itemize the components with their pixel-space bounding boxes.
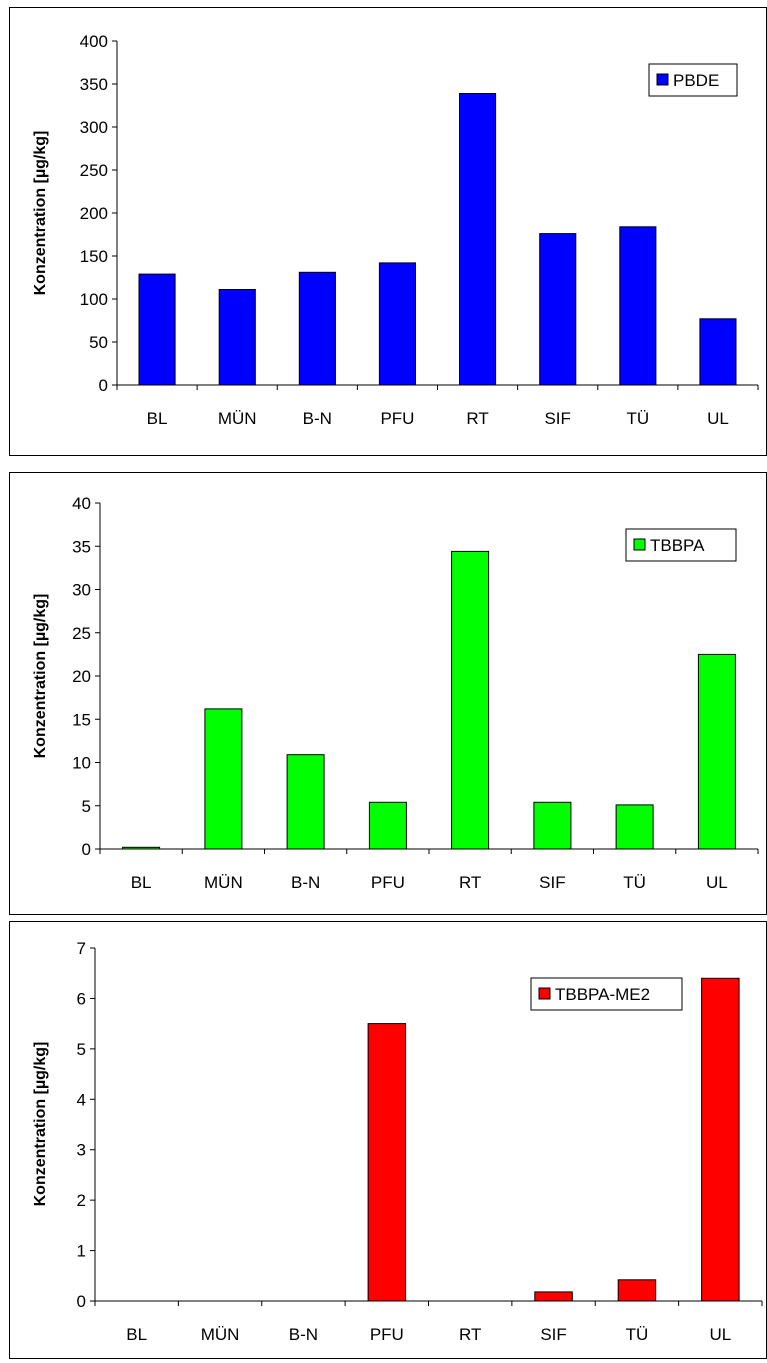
bar-PFU (368, 801, 407, 850)
y-tick-label: 0 (82, 840, 91, 859)
x-tick-label: TÜ (626, 1325, 649, 1344)
legend: TBBPA (625, 528, 737, 562)
x-tick-label: BL (131, 873, 152, 892)
x-tick-label: MÜN (218, 409, 257, 428)
x-tick-label: MÜN (201, 1325, 240, 1344)
y-tick-label: 0 (77, 1292, 86, 1311)
x-tick-label: SIF (539, 873, 565, 892)
bar-UL (697, 653, 736, 850)
bar-MÜN (218, 289, 256, 386)
x-tick-label: PFU (370, 1325, 404, 1344)
x-tick-label: B-N (289, 1325, 318, 1344)
bar-TÜ (615, 804, 654, 850)
bar-TÜ (619, 226, 657, 386)
y-tick-label: 350 (80, 75, 108, 94)
y-tick-label: 4 (77, 1090, 86, 1109)
x-tick-label: B-N (303, 409, 332, 428)
y-tick-label: 6 (77, 989, 86, 1008)
y-tick-label: 200 (80, 204, 108, 223)
x-tick-label: PFU (380, 409, 414, 428)
bar-B-N (286, 754, 325, 850)
chart-panel-tbbpa-me2: 0 1 2 3 4 5 6 7 BL MÜN B-N PFU RT SIF TÜ UL Konzentratio… (9, 921, 767, 1359)
x-tick-label: B-N (291, 873, 320, 892)
y-tick-label: 400 (80, 32, 108, 51)
y-tick-label: 5 (82, 797, 91, 816)
x-tick-label: RT (459, 1325, 481, 1344)
x-tick-label: PFU (371, 873, 405, 892)
bar-UL (701, 977, 740, 1302)
bar-PFU (367, 1023, 407, 1302)
y-tick-label: 1 (77, 1242, 86, 1261)
x-tick-label: UL (709, 1325, 731, 1344)
y-tick-label: 100 (80, 290, 108, 309)
y-axis-label: Konzentration [µg/kg] (32, 131, 49, 296)
x-tick-label: TÜ (626, 409, 649, 428)
x-tick-label: SIF (544, 409, 570, 428)
legend-label: TBBPA (650, 536, 705, 555)
legend-box (530, 977, 683, 1011)
bar-MÜN (204, 708, 243, 850)
y-tick-label: 7 (77, 939, 86, 958)
x-tick-label: MÜN (204, 873, 243, 892)
x-tick-label: BL (126, 1325, 147, 1344)
bar-B-N (298, 271, 336, 386)
chart-svg: 0 1 2 3 4 5 6 7 BL MÜN B-N PFU RT SIF TÜ UL Konzentratio… (32, 939, 763, 1344)
x-tick-label: RT (466, 409, 488, 428)
bar-UL (699, 318, 737, 386)
y-tick-label: 250 (80, 161, 108, 180)
y-tick-label: 25 (72, 624, 91, 643)
legend-swatch (633, 538, 646, 551)
bar-TÜ (617, 1279, 657, 1302)
chart-svg: 0 50 100 150 200 250 300 350 400 BL MÜN B-N PFU RT SIF… (32, 32, 759, 428)
y-tick-label: 300 (80, 118, 108, 137)
x-tick-label: RT (459, 873, 481, 892)
y-tick-label: 20 (72, 667, 91, 686)
legend: PBDE (648, 63, 738, 97)
bar-SIF (533, 801, 572, 850)
x-tick-label: SIF (540, 1325, 566, 1344)
x-tick-label: BL (147, 409, 168, 428)
bar-PFU (378, 262, 416, 386)
y-tick-label: 5 (77, 1040, 86, 1059)
y-tick-label: 35 (72, 537, 91, 556)
bar-SIF (534, 1291, 573, 1302)
legend-swatch (656, 73, 669, 86)
y-tick-label: 40 (72, 494, 91, 513)
x-tick-label: TÜ (623, 873, 646, 892)
y-tick-label: 30 (72, 581, 91, 600)
y-tick-label: 50 (89, 333, 108, 352)
y-tick-label: 2 (77, 1191, 86, 1210)
legend-label: PBDE (673, 71, 719, 90)
y-tick-label: 15 (72, 710, 91, 729)
y-tick-label: 10 (72, 754, 91, 773)
legend-swatch (538, 987, 551, 1000)
y-axis-label: Konzentration [µg/kg] (32, 594, 49, 759)
chart-panel-pbde: 0 50 100 150 200 250 300 350 400 BL MÜN B-N PFU RT SIF… (9, 7, 767, 456)
bar-RT (451, 550, 490, 850)
y-tick-label: 0 (99, 376, 108, 395)
x-tick-label: UL (706, 873, 728, 892)
chart-svg: 0 5 10 15 20 25 30 35 40 BL MÜN B-N PFU RT SIF TÜ UL Konz… (32, 494, 759, 892)
legend-label: TBBPA-ME2 (555, 985, 650, 1004)
legend: TBBPA-ME2 (530, 977, 683, 1011)
bar-RT (459, 93, 497, 386)
bar-SIF (539, 233, 577, 386)
y-tick-label: 150 (80, 247, 108, 266)
chart-panel-tbbpa: 0 5 10 15 20 25 30 35 40 BL MÜN B-N PFU RT SIF TÜ UL Konz… (9, 472, 767, 915)
bar-BL (138, 273, 176, 386)
y-axis-label: Konzentration [µg/kg] (32, 1042, 49, 1207)
x-tick-label: UL (707, 409, 729, 428)
y-tick-label: 3 (77, 1141, 86, 1160)
